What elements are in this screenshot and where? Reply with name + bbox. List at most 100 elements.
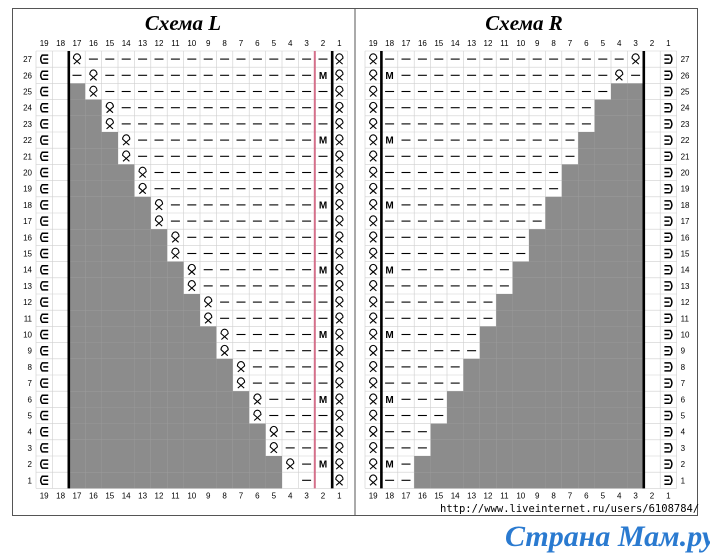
no-stitch-cell bbox=[183, 456, 200, 473]
no-stitch-cell bbox=[118, 456, 135, 473]
no-stitch-cell bbox=[545, 213, 562, 230]
no-stitch-cell bbox=[545, 294, 562, 311]
edge-stitch-symbol bbox=[39, 313, 49, 324]
column-number: 9 bbox=[535, 491, 540, 500]
edge-stitch-symbol bbox=[39, 151, 49, 162]
row-number: 14 bbox=[23, 266, 32, 275]
edge-stitch-symbol bbox=[664, 264, 673, 275]
no-stitch-cell bbox=[578, 472, 595, 489]
edge-stitch-symbol bbox=[664, 86, 673, 97]
no-stitch-cell bbox=[627, 326, 644, 343]
no-stitch-cell bbox=[200, 456, 217, 473]
twisted-stitch-symbol bbox=[122, 134, 131, 146]
no-stitch-cell bbox=[529, 326, 546, 343]
no-stitch-cell bbox=[479, 358, 497, 375]
no-stitch-cell bbox=[627, 180, 644, 197]
twisted-stitch-symbol bbox=[335, 118, 344, 130]
no-stitch-cell bbox=[479, 391, 497, 408]
no-stitch-cell bbox=[118, 245, 135, 262]
column-number: 5 bbox=[601, 491, 606, 500]
twisted-stitch-symbol bbox=[122, 150, 131, 162]
column-number: 5 bbox=[601, 39, 606, 48]
row-number: 27 bbox=[23, 55, 32, 64]
column-number: 10 bbox=[187, 39, 196, 48]
no-stitch-cell bbox=[68, 83, 86, 100]
column-number: 11 bbox=[171, 491, 180, 500]
no-stitch-cell bbox=[200, 472, 217, 489]
no-stitch-cell bbox=[101, 277, 118, 294]
no-stitch-cell bbox=[578, 342, 595, 359]
no-stitch-cell bbox=[594, 439, 611, 456]
no-stitch-cell bbox=[578, 326, 595, 343]
column-number: 12 bbox=[484, 491, 493, 500]
twisted-stitch-symbol bbox=[369, 393, 378, 405]
no-stitch-cell bbox=[101, 375, 118, 392]
no-stitch-cell bbox=[627, 375, 644, 392]
no-stitch-cell bbox=[183, 342, 200, 359]
make-one-symbol: M bbox=[319, 71, 327, 82]
no-stitch-cell bbox=[200, 342, 217, 359]
twisted-stitch-symbol bbox=[154, 215, 164, 227]
no-stitch-cell bbox=[167, 310, 184, 327]
column-number: 3 bbox=[304, 491, 309, 500]
no-stitch-cell bbox=[512, 261, 529, 278]
twisted-stitch-symbol bbox=[335, 69, 344, 81]
no-stitch-cell bbox=[611, 83, 628, 100]
edge-stitch-symbol bbox=[39, 264, 49, 275]
no-stitch-cell bbox=[529, 407, 546, 424]
no-stitch-cell bbox=[512, 439, 529, 456]
no-stitch-cell bbox=[561, 213, 579, 230]
no-stitch-cell bbox=[101, 294, 118, 311]
twisted-stitch-symbol bbox=[335, 361, 344, 373]
edge-stitch-symbol bbox=[664, 475, 673, 486]
no-stitch-cell bbox=[561, 326, 579, 343]
no-stitch-cell bbox=[200, 407, 217, 424]
no-stitch-cell bbox=[496, 407, 513, 424]
make-one-symbol: M bbox=[385, 460, 393, 471]
no-stitch-cell bbox=[594, 294, 611, 311]
no-stitch-cell bbox=[118, 375, 135, 392]
twisted-stitch-symbol bbox=[369, 85, 378, 97]
no-stitch-cell bbox=[68, 472, 86, 489]
twisted-stitch-symbol bbox=[369, 344, 378, 357]
twisted-stitch-symbol bbox=[369, 442, 378, 454]
no-stitch-cell bbox=[479, 407, 497, 424]
row-number: 10 bbox=[23, 331, 32, 340]
no-stitch-cell bbox=[101, 456, 118, 473]
no-stitch-cell bbox=[68, 375, 86, 392]
no-stitch-cell bbox=[167, 439, 184, 456]
twisted-stitch-symbol bbox=[335, 101, 344, 114]
no-stitch-cell bbox=[496, 423, 513, 440]
edge-stitch-symbol bbox=[664, 378, 673, 388]
twisted-stitch-symbol bbox=[220, 328, 229, 340]
edge-stitch-symbol bbox=[664, 151, 673, 162]
no-stitch-cell bbox=[496, 472, 513, 489]
no-stitch-cell bbox=[545, 423, 562, 440]
no-stitch-cell bbox=[529, 472, 546, 489]
column-number: 10 bbox=[516, 491, 525, 500]
no-stitch-cell bbox=[627, 310, 644, 327]
no-stitch-cell bbox=[594, 180, 611, 197]
twisted-stitch-symbol bbox=[253, 393, 262, 405]
twisted-stitch-symbol bbox=[335, 296, 344, 308]
no-stitch-cell bbox=[101, 358, 118, 375]
no-stitch-cell bbox=[545, 310, 562, 327]
no-stitch-cell bbox=[512, 310, 529, 327]
no-stitch-cell bbox=[150, 294, 168, 311]
row-number: 6 bbox=[28, 395, 33, 404]
twisted-stitch-symbol bbox=[89, 85, 98, 97]
no-stitch-cell bbox=[430, 472, 447, 489]
no-stitch-cell bbox=[561, 294, 579, 311]
no-stitch-cell bbox=[183, 391, 200, 408]
no-stitch-cell bbox=[611, 164, 628, 181]
no-stitch-cell bbox=[249, 439, 266, 456]
no-stitch-cell bbox=[68, 180, 86, 197]
no-stitch-cell bbox=[101, 342, 118, 359]
no-stitch-cell bbox=[627, 196, 644, 213]
row-number: 15 bbox=[681, 250, 690, 259]
twisted-stitch-symbol bbox=[369, 199, 378, 211]
twisted-stitch-symbol bbox=[335, 231, 344, 243]
column-number: 16 bbox=[89, 491, 98, 500]
column-number: 17 bbox=[402, 491, 411, 500]
